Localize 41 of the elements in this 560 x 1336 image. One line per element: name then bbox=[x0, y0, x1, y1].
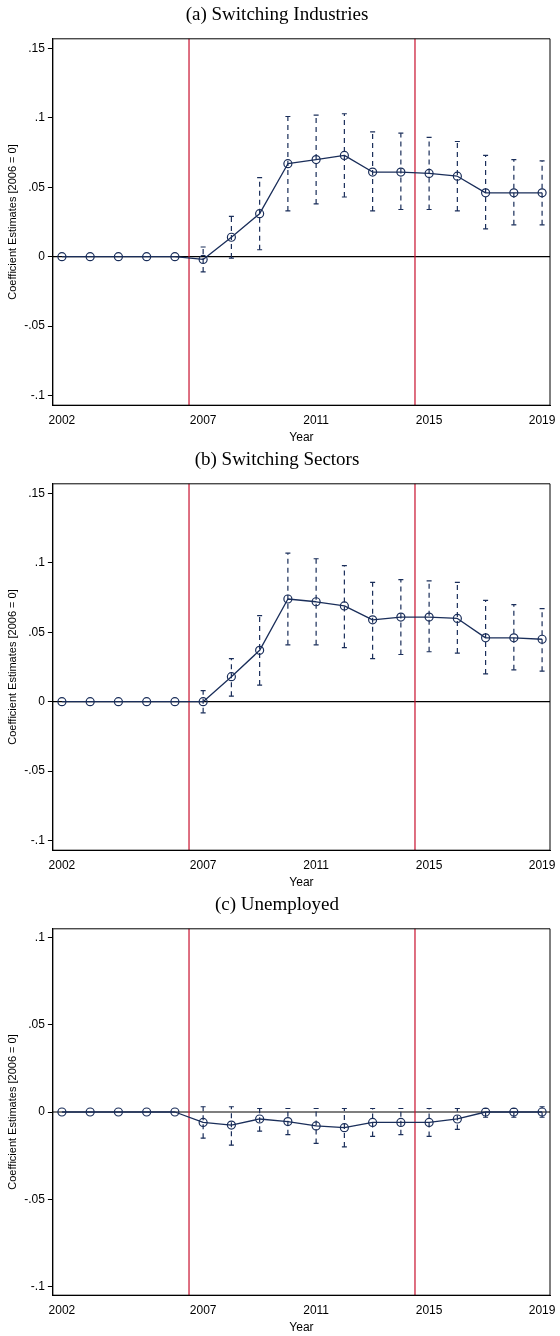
x-tick-label: 2002 bbox=[48, 1302, 76, 1317]
y-tick-label: .05 bbox=[28, 179, 46, 194]
x-tick-label: 2015 bbox=[415, 412, 443, 427]
y-tick-label: .1 bbox=[34, 555, 46, 570]
x-tick-label: 2002 bbox=[48, 857, 76, 872]
y-tick-label: .15 bbox=[28, 40, 46, 55]
x-tick-label: 2007 bbox=[189, 412, 217, 427]
x-tick-label: 2019 bbox=[528, 1302, 556, 1317]
x-tick-label: 2011 bbox=[303, 1302, 330, 1317]
x-tick-label: 2019 bbox=[528, 857, 556, 872]
chart-title: (b) Switching Sectors bbox=[194, 448, 360, 471]
y-tick-label: 0 bbox=[38, 1104, 46, 1119]
x-tick-label: 2011 bbox=[303, 857, 330, 872]
x-tick-label: 2015 bbox=[415, 1302, 443, 1317]
chart-title: (c) Unemployed bbox=[215, 893, 340, 916]
x-tick-label: 2011 bbox=[303, 412, 330, 427]
x-tick-label: 2019 bbox=[528, 412, 556, 427]
x-axis-title: Year bbox=[289, 1320, 314, 1335]
y-axis-title: Coefficient Estimates [2006 = 0] bbox=[5, 144, 18, 300]
x-tick-label: 2015 bbox=[415, 857, 443, 872]
y-tick-label: 0 bbox=[38, 694, 46, 709]
chart-title: (a) Switching Industries bbox=[185, 3, 369, 26]
x-axis-title: Year bbox=[289, 875, 314, 890]
x-axis-title: Year bbox=[289, 430, 314, 445]
y-axis-title: Coefficient Estimates [2006 = 0] bbox=[5, 1034, 18, 1190]
x-tick-label: 2007 bbox=[189, 1302, 217, 1317]
y-tick-label: .1 bbox=[34, 110, 46, 125]
x-tick-label: 2002 bbox=[48, 412, 76, 427]
y-tick-label: .05 bbox=[28, 624, 46, 639]
y-tick-label: .05 bbox=[28, 1017, 46, 1032]
y-tick-label: .1 bbox=[34, 929, 46, 944]
y-tick-label: -.1 bbox=[30, 832, 46, 847]
x-tick-label: 2007 bbox=[189, 857, 217, 872]
y-tick-label: -.1 bbox=[30, 1278, 46, 1293]
y-axis-title: Coefficient Estimates [2006 = 0] bbox=[5, 589, 18, 745]
y-tick-label: -.05 bbox=[24, 318, 46, 333]
y-tick-label: -.1 bbox=[30, 387, 46, 402]
y-tick-label: -.05 bbox=[24, 763, 46, 778]
y-tick-label: 0 bbox=[38, 249, 46, 264]
y-tick-label: -.05 bbox=[24, 1191, 46, 1206]
y-tick-label: .15 bbox=[28, 485, 46, 500]
